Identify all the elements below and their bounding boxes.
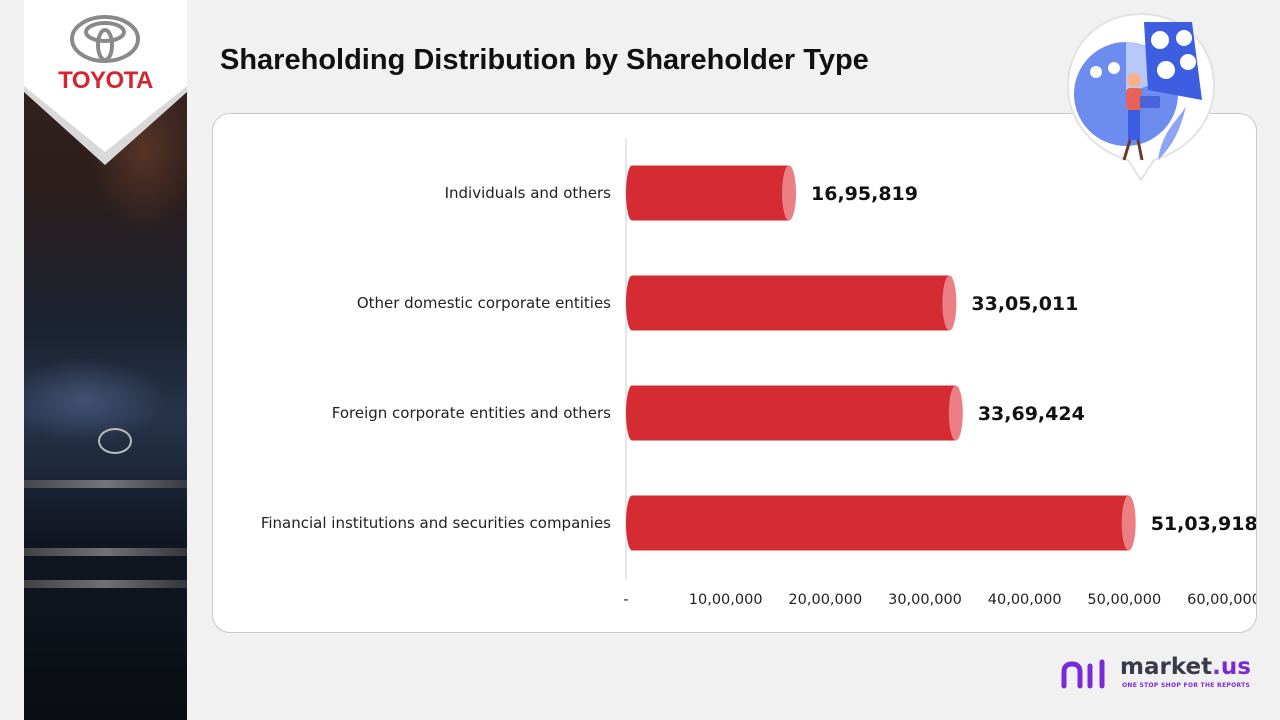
bar (626, 275, 950, 331)
bar-group: Foreign corporate entities and others 33,… (332, 385, 1085, 441)
x-tick-label: 20,00,000 (788, 592, 862, 608)
bar-end-cap (948, 385, 963, 441)
shareholder-illustration (1062, 10, 1220, 192)
x-tick-label: 10,00,000 (689, 592, 763, 608)
x-tick-label: 40,00,000 (988, 592, 1062, 608)
bar-group: Individuals and others 16,95,819 (445, 165, 918, 221)
category-label: Financial institutions and securities co… (261, 514, 611, 532)
value-label: 33,69,424 (978, 403, 1085, 425)
category-label: Other domestic corporate entities (357, 294, 611, 312)
user-avatar-icon (1157, 61, 1175, 79)
brand-logo-panel: TOYOTA (24, 0, 187, 165)
market-us-mark-icon (1061, 659, 1105, 689)
bar-end-cap (1121, 495, 1136, 551)
brand-name: TOYOTA (58, 67, 153, 94)
bar-end-cap (782, 165, 797, 221)
bar (626, 385, 956, 441)
user-avatar-icon (1108, 62, 1120, 74)
category-label: Foreign corporate entities and others (332, 404, 611, 422)
value-label: 51,03,918 (1151, 513, 1256, 535)
bar-group: Financial institutions and securities co… (261, 495, 1256, 551)
bar-group: Other domestic corporate entities 33,05,0… (357, 275, 1078, 331)
value-label: 16,95,819 (811, 183, 918, 205)
footer-tagline: ONE STOP SHOP FOR THE REPORTS (1122, 682, 1251, 689)
bar (626, 495, 1129, 551)
footer-logo-suffix: .us (1212, 654, 1251, 680)
market-us-logo: market.us ONE STOP SHOP FOR THE REPORTS (1060, 654, 1260, 694)
page-title: Shareholding Distribution by Shareholder… (220, 44, 869, 76)
category-label: Individuals and others (445, 184, 612, 202)
user-avatar-icon (1151, 31, 1169, 49)
bar-chart: Individuals and others 16,95,819 Other dom… (261, 138, 1256, 608)
bar (626, 165, 790, 221)
user-avatar-icon (1090, 66, 1102, 78)
user-avatar-icon (1180, 54, 1196, 70)
person-head-icon (1127, 73, 1141, 87)
value-label: 33,05,011 (971, 293, 1078, 315)
x-tick-label: 30,00,000 (888, 592, 962, 608)
bar-end-cap (942, 275, 957, 331)
x-tick-label: - (623, 592, 628, 608)
chart-card: Individuals and others 16,95,819 Other dom… (212, 113, 1257, 633)
grille-bar (24, 548, 187, 556)
user-avatar-icon (1176, 30, 1192, 46)
x-tick-label: 50,00,000 (1087, 592, 1161, 608)
grille-bar (24, 580, 187, 588)
footer-logo-text: market.us (1120, 654, 1251, 680)
toyota-emblem-icon (70, 15, 140, 63)
x-tick-label: 60,00,000 (1187, 592, 1256, 608)
car-emblem (98, 428, 132, 454)
footer-logo-word: market (1120, 654, 1213, 680)
grille-bar (24, 480, 187, 488)
